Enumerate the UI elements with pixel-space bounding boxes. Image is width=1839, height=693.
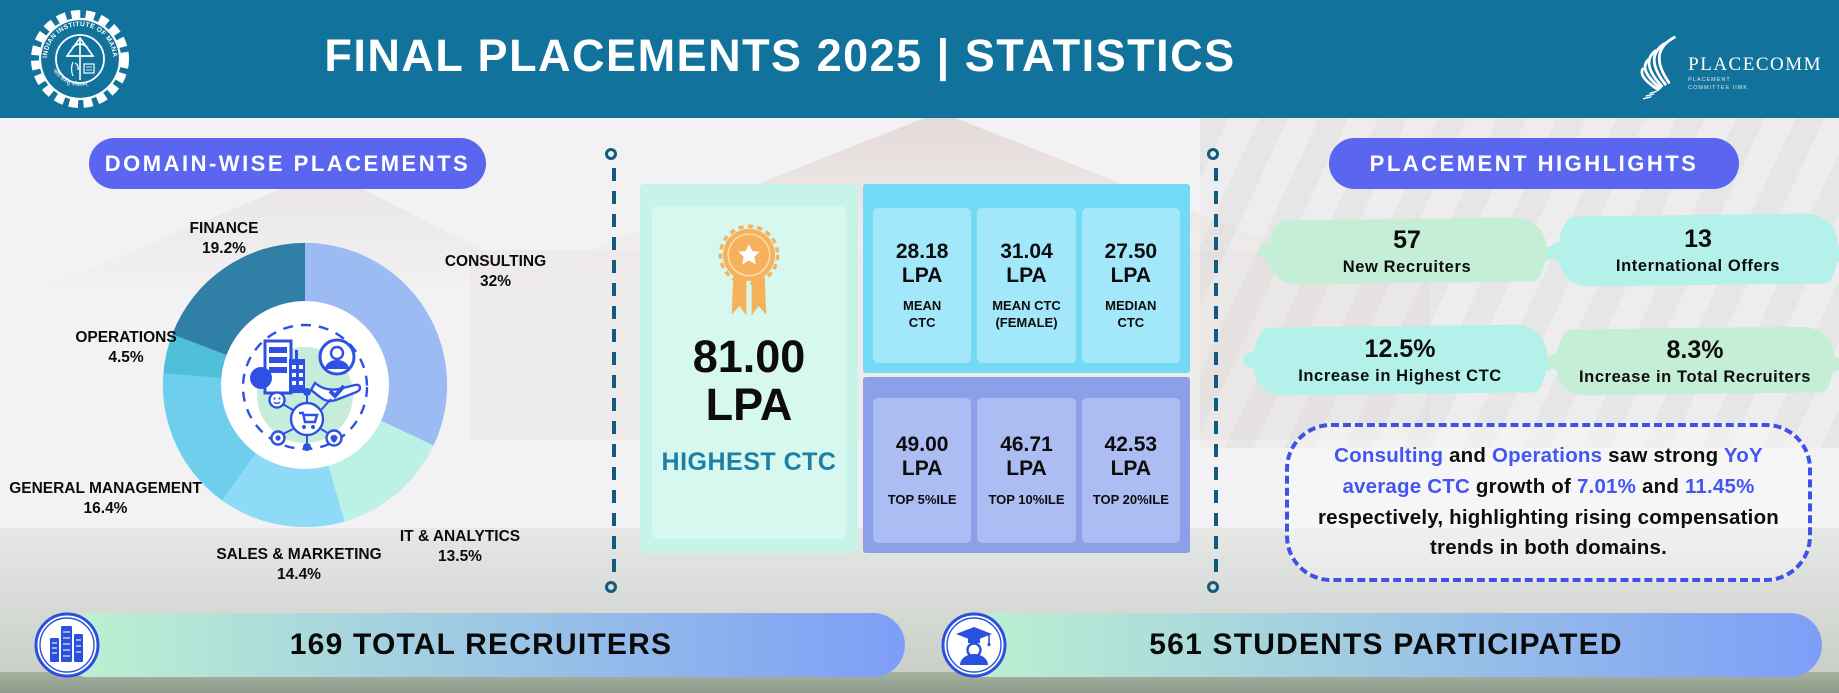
- total-recruiters-label: 169 TOTAL RECRUITERS: [289, 628, 673, 661]
- students-participated-banner: 561 STUDENTS PARTICIPATED: [941, 612, 1822, 678]
- highest-ctc-label: HIGHEST CTC: [661, 448, 837, 477]
- graduate-student-icon: [941, 612, 1007, 678]
- yoy-growth-note-text: Consulting and Operations saw strong YoY…: [1313, 441, 1784, 564]
- section-pill-placement-highlights: PLACEMENT HIGHLIGHTS: [1329, 138, 1739, 189]
- divider-dot: [1207, 581, 1219, 593]
- note-segment: 7.01%: [1576, 474, 1637, 498]
- header-bar: INDIAN INSTITUTE OF MANAGEMENT KOZHIKODE…: [0, 0, 1839, 118]
- note-segment: YoY average CTC: [1342, 444, 1763, 498]
- stat-cell-mean-ctc: 28.18 LPA MEAN CTC: [873, 208, 972, 363]
- note-segment: 11.45%: [1684, 474, 1755, 498]
- svg-text:योगः कर्मसु कौशलम्: योगः कर्मसु कौशलम्: [51, 67, 89, 88]
- highest-ctc-value: 81.00 LPA: [692, 331, 806, 430]
- pie-label-general-management: GENERAL MANAGEMENT 16.4%: [9, 480, 202, 517]
- stat-cell-median-ctc: 27.50 LPA MEDIAN CTC: [1081, 208, 1180, 363]
- placecomm-sub-2: COMMITTEE: [1688, 84, 1731, 91]
- students-participated-label: 561 STUDENTS PARTICIPATED: [1149, 628, 1623, 661]
- medal-award-icon: [718, 224, 780, 316]
- highlight-increase-highest-ctc: 12.5% Increase in Highest CTC: [1253, 326, 1547, 394]
- note-segment: Operations: [1492, 444, 1603, 467]
- divider-dashed-line-left: [612, 168, 616, 582]
- buildings-icon: [34, 612, 100, 678]
- note-segment: and: [1636, 474, 1685, 498]
- iimk-motto-text: योगः कर्मसु कौशलम्: [51, 67, 89, 88]
- pie-label-sales-marketing: SALES & MARKETING 14.4%: [216, 546, 382, 583]
- highlight-international-offers: 13 International Offers: [1558, 215, 1838, 285]
- highlight-new-recruiters: 57 New Recruiters: [1268, 219, 1546, 283]
- divider-dot: [605, 581, 617, 593]
- iimk-emblem-logo: INDIAN INSTITUTE OF MANAGEMENT KOZHIKODE…: [28, 7, 129, 108]
- stat-cell-top-5ile: 49.00 LPA TOP 5%ILE: [873, 398, 972, 543]
- total-recruiters-banner: 169 TOTAL RECRUITERS: [34, 612, 905, 678]
- mean-ctc-stats-card: 28.18 LPA MEAN CTC 31.04 LPA MEAN CTC (F…: [863, 184, 1190, 373]
- pie-label-consulting: CONSULTING 32%: [444, 253, 547, 290]
- note-segment: growth of: [1470, 474, 1577, 498]
- pie-label-operations: OPERATIONS 4.5%: [75, 329, 177, 366]
- placecomm-name: PLACECOMM: [1688, 53, 1822, 75]
- divider-dot: [605, 148, 617, 160]
- note-segment: and: [1443, 444, 1493, 467]
- pie-label-it-analytics: IT & ANALYTICS 13.5%: [399, 528, 521, 565]
- pie-center-illustration-icon: [221, 301, 389, 469]
- pie-label-finance: FINANCE 19.2%: [189, 220, 259, 257]
- iimk-inner-emblem: [65, 36, 95, 80]
- divider-dashed-line-right: [1214, 168, 1218, 582]
- note-segment: saw strong: [1602, 444, 1724, 467]
- stat-cell-mean-ctc-female: 31.04 LPA MEAN CTC (FEMALE): [977, 208, 1076, 363]
- stat-cell-top-20ile: 42.53 LPA TOP 20%ILE: [1081, 398, 1180, 543]
- yoy-growth-note-box: Consulting and Operations saw strong YoY…: [1285, 423, 1812, 582]
- section-pill-domain-wise: DOMAIN-WISE PLACEMENTS: [89, 138, 486, 189]
- placecomm-logo: PLACECOMM PLACEMENT COMMITTEE IIMK: [1622, 16, 1822, 106]
- note-segment: respectively, highlighting rising compen…: [1317, 505, 1780, 560]
- stat-cell-top-10ile: 46.71 LPA TOP 10%ILE: [977, 398, 1076, 543]
- divider-dot: [1207, 148, 1219, 160]
- highest-ctc-card: 81.00 LPA HIGHEST CTC: [640, 184, 858, 553]
- placecomm-sub-1: PLACEMENT: [1688, 76, 1731, 83]
- page-title: FINAL PLACEMENTS 2025 | STATISTICS: [324, 30, 1236, 81]
- highlight-increase-total-recruiters: 8.3% Increase in Total Recruiters: [1556, 328, 1834, 394]
- placecomm-sub-3: IIMK: [1732, 84, 1748, 91]
- placecomm-wing-icon: [1640, 35, 1676, 100]
- percentile-ctc-stats-card: 49.00 LPA TOP 5%ILE 46.71 LPA TOP 10%ILE…: [863, 377, 1190, 553]
- note-segment: Consulting: [1334, 444, 1444, 467]
